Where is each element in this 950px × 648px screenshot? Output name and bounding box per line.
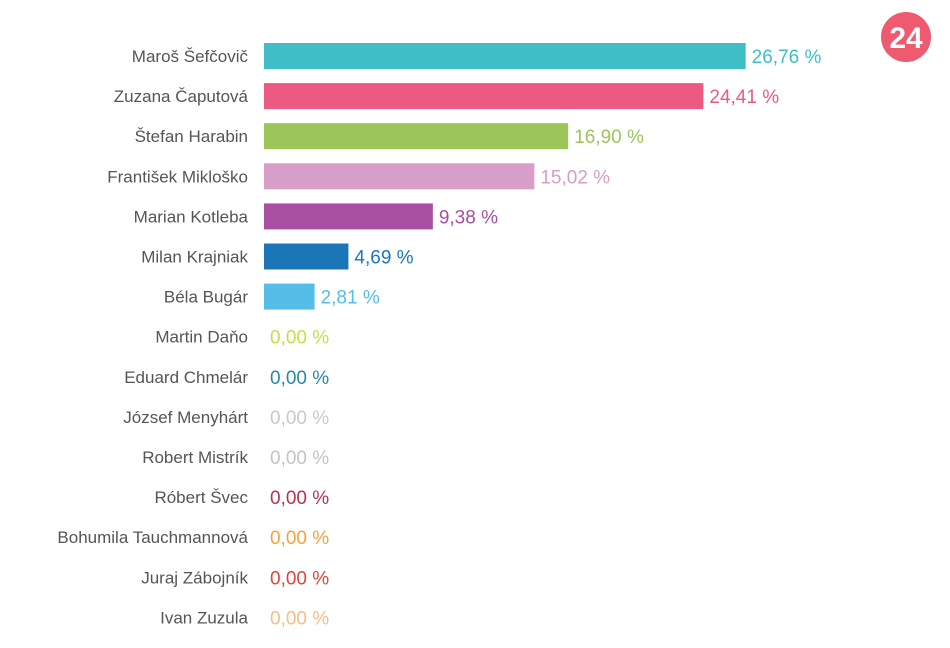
value-label: 0,00 % [270, 328, 329, 349]
logo-circle [881, 12, 931, 62]
bar [264, 283, 315, 310]
category-label: Eduard Chmelár [124, 368, 248, 387]
category-label: Robert Mistrík [142, 448, 248, 467]
category-label: Štefan Harabin [135, 127, 248, 146]
value-label: 26,76 % [752, 47, 822, 68]
value-label: 0,00 % [270, 488, 329, 509]
category-label: Bohumila Tauchmannová [57, 528, 248, 547]
category-label: Maroš Šefčovič [132, 47, 249, 66]
value-label: 0,00 % [270, 528, 329, 549]
bar [264, 83, 704, 110]
value-label: 4,69 % [354, 248, 413, 269]
value-label: 24,41 % [709, 87, 779, 108]
value-label: 15,02 % [540, 167, 610, 188]
logo-text: 24 [889, 22, 923, 55]
category-label: József Menyhárt [123, 408, 248, 427]
category-label: Ivan Zuzula [160, 608, 248, 627]
value-label: 0,00 % [270, 368, 329, 389]
category-label: Martin Daňo [155, 328, 248, 347]
value-label: 0,00 % [270, 608, 329, 629]
value-label: 0,00 % [270, 408, 329, 429]
value-label: 16,90 % [574, 127, 644, 148]
bar [264, 43, 746, 69]
bar [264, 243, 349, 270]
category-label: Juraj Zábojník [141, 568, 248, 587]
bar [264, 203, 433, 230]
category-label: František Mikloško [107, 167, 248, 186]
bar [264, 123, 569, 150]
value-label: 0,00 % [270, 568, 329, 589]
value-label: 2,81 % [321, 288, 380, 309]
bar [264, 163, 535, 190]
bars-group: Maroš Šefčovič 26,76 % Zuzana Čaputová 24,4… [57, 43, 822, 629]
value-label: 9,38 % [439, 207, 498, 228]
category-label: Béla Bugár [164, 288, 248, 307]
category-label: Róbert Švec [154, 488, 248, 507]
logo-badge: 24 [881, 12, 931, 62]
category-label: Zuzana Čaputová [114, 87, 249, 106]
value-label: 0,00 % [270, 448, 329, 469]
category-label: Milan Krajniak [141, 248, 248, 267]
category-label: Marian Kotleba [134, 207, 249, 226]
